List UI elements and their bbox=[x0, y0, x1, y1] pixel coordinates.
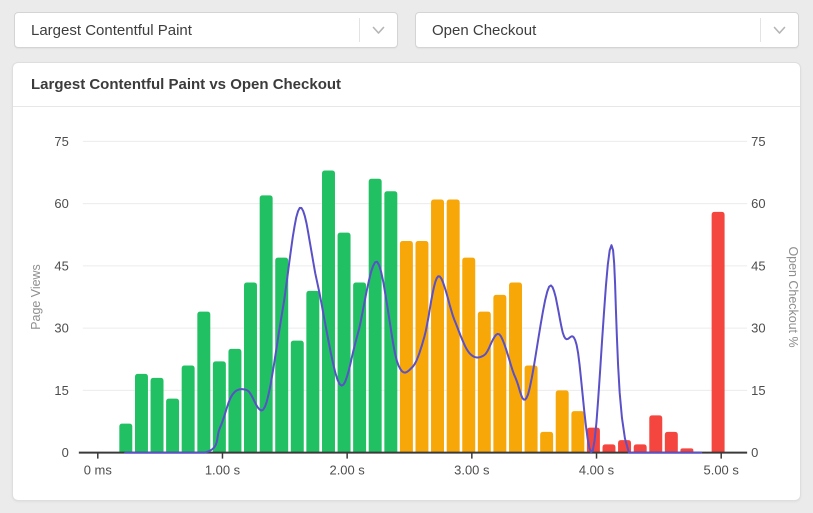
chevron-down-icon bbox=[761, 26, 798, 35]
histogram-bar bbox=[571, 411, 585, 453]
left-axis-tick-label: 75 bbox=[54, 134, 68, 149]
event-select-value: Open Checkout bbox=[432, 21, 537, 39]
histogram-bar bbox=[134, 373, 148, 453]
histogram-bar bbox=[166, 398, 180, 453]
histogram-bar bbox=[649, 415, 663, 453]
histogram-bar bbox=[119, 423, 133, 453]
right-axis-tick-label: 15 bbox=[751, 383, 765, 398]
right-axis-tick-label: 45 bbox=[751, 258, 765, 273]
histogram-bar bbox=[368, 178, 382, 453]
metric-select-value: Largest Contentful Paint bbox=[31, 21, 192, 39]
right-axis-tick-label: 30 bbox=[751, 321, 765, 336]
x-axis-tick-label: 3.00 s bbox=[454, 463, 490, 478]
left-axis-tick-label: 0 bbox=[62, 445, 69, 460]
open-checkout-line bbox=[124, 206, 703, 454]
histogram-bar bbox=[399, 240, 413, 453]
histogram-bar bbox=[337, 232, 351, 453]
right-axis-title: Open Checkout % bbox=[786, 246, 800, 347]
histogram-bar bbox=[212, 361, 226, 453]
histogram-bar bbox=[431, 199, 445, 453]
histogram-bar bbox=[306, 290, 320, 453]
left-axis-tick-label: 45 bbox=[54, 258, 68, 273]
right-axis-tick-label: 0 bbox=[751, 445, 758, 460]
x-axis-tick-label: 0 ms bbox=[84, 463, 113, 478]
metric-selectors-toolbar: Largest Contentful Paint Open Checkout bbox=[14, 12, 799, 48]
histogram-bar bbox=[244, 282, 257, 453]
histogram-bar bbox=[181, 365, 195, 453]
left-axis-tick-label: 15 bbox=[54, 383, 68, 398]
histogram-bar bbox=[540, 431, 554, 453]
select-divider bbox=[760, 18, 761, 42]
histogram-bar bbox=[602, 444, 616, 453]
chart-title: Largest Contentful Paint vs Open Checkou… bbox=[31, 76, 342, 93]
histogram-bar bbox=[633, 444, 647, 453]
chevron-down-icon bbox=[360, 26, 397, 35]
right-axis-tick-label: 75 bbox=[751, 134, 765, 149]
metric-select[interactable]: Largest Contentful Paint bbox=[14, 12, 398, 48]
histogram-bar bbox=[353, 282, 367, 453]
histogram-bar bbox=[477, 311, 491, 453]
histogram-bar bbox=[322, 170, 335, 453]
histogram-bar bbox=[197, 311, 211, 453]
histogram-bar bbox=[259, 195, 273, 453]
histogram-bar bbox=[664, 431, 678, 453]
event-select[interactable]: Open Checkout bbox=[415, 12, 799, 48]
left-axis-tick-label: 60 bbox=[54, 196, 68, 211]
left-axis-title: Page Views bbox=[29, 264, 43, 330]
histogram-bar bbox=[275, 257, 289, 453]
histogram-bar bbox=[446, 199, 460, 453]
histogram-chart: 0 ms 1.00 s 2.00 s 3.00 s 4.00 s 5.00 s 0 15 30 4… bbox=[29, 134, 800, 478]
select-divider bbox=[359, 18, 360, 42]
chart-card-header: Largest Contentful Paint vs Open Checkou… bbox=[13, 63, 800, 107]
histogram-bar bbox=[711, 211, 725, 453]
histogram-bar bbox=[290, 340, 304, 453]
histogram-bar bbox=[586, 427, 600, 453]
histogram-bar bbox=[680, 448, 694, 453]
histogram-bar bbox=[555, 390, 569, 453]
histogram-bar bbox=[150, 377, 164, 453]
chart-area: 0 ms 1.00 s 2.00 s 3.00 s 4.00 s 5.00 s 0 15 30 4… bbox=[13, 107, 800, 500]
histogram-bar bbox=[493, 294, 507, 453]
histogram-bar bbox=[228, 348, 242, 453]
histogram-bar bbox=[524, 365, 538, 453]
x-axis-tick-label: 1.00 s bbox=[205, 463, 241, 478]
histogram-bar bbox=[509, 282, 523, 453]
chart-card: Largest Contentful Paint vs Open Checkou… bbox=[12, 62, 801, 501]
histogram-bar bbox=[384, 191, 398, 453]
x-axis-tick-label: 2.00 s bbox=[330, 463, 366, 478]
right-axis-tick-label: 60 bbox=[751, 196, 765, 211]
left-axis-tick-label: 30 bbox=[54, 321, 68, 336]
histogram-bar bbox=[462, 257, 476, 453]
x-axis-tick-label: 4.00 s bbox=[579, 463, 615, 478]
x-axis-tick-label: 5.00 s bbox=[704, 463, 740, 478]
